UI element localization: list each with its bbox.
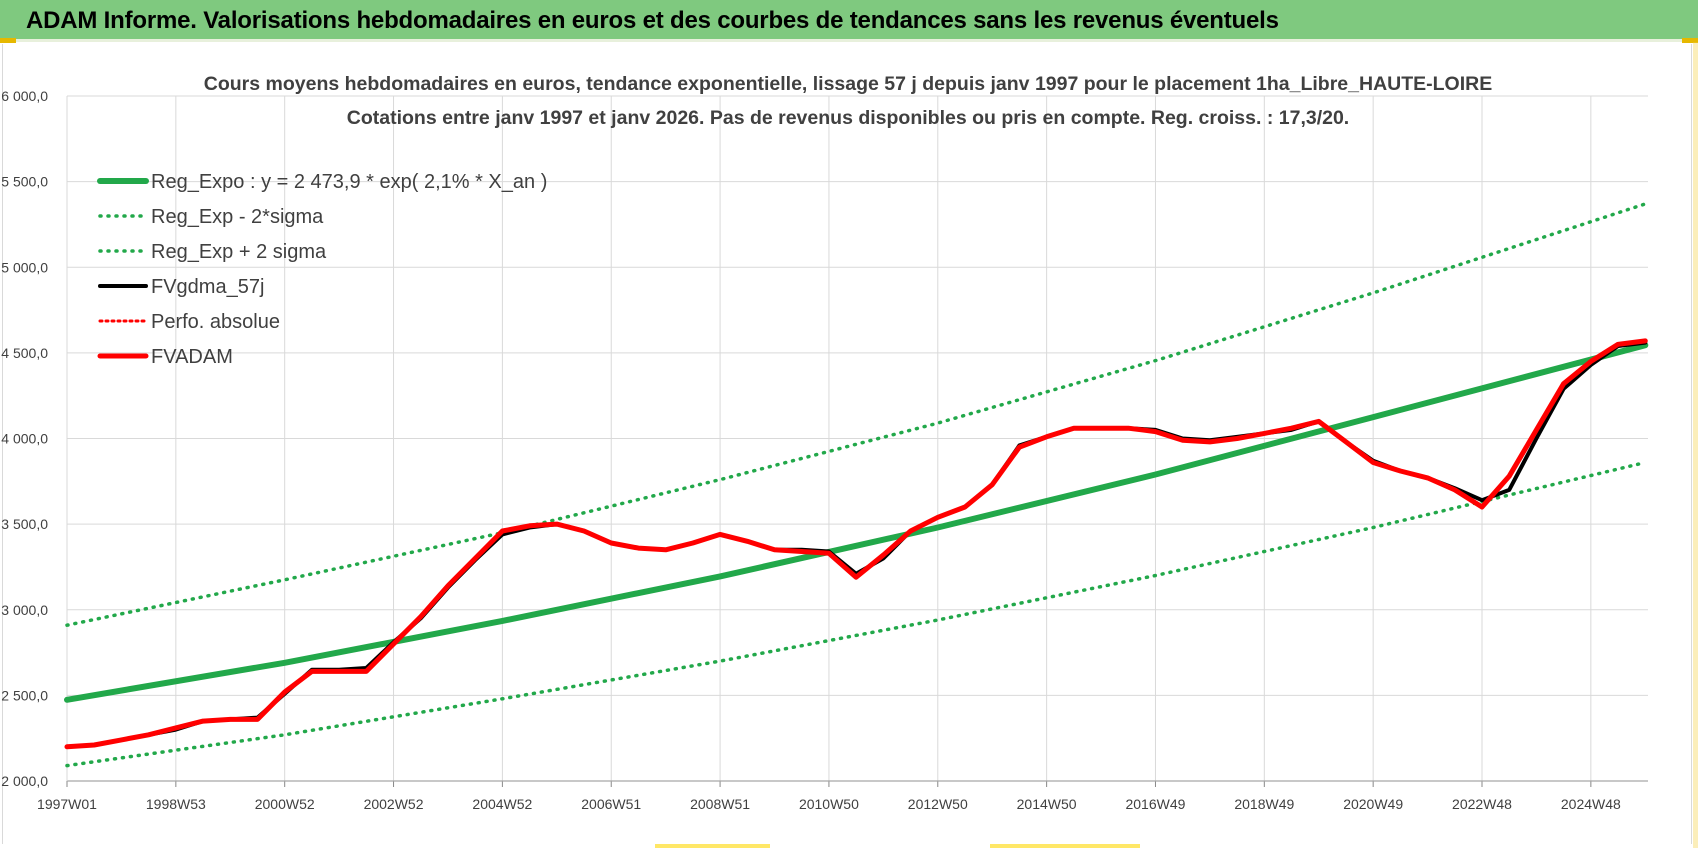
- legend-label: Perfo. absolue: [151, 311, 280, 333]
- x-tick-label: 2004W52: [472, 796, 532, 812]
- y-tick-label: 2 500,0: [1, 687, 48, 703]
- x-tick-label: 2008W51: [690, 796, 750, 812]
- x-tick-label: 1998W53: [146, 796, 206, 812]
- grid-layer: [66, 95, 1648, 782]
- bottom-highlight-right: [990, 844, 1140, 848]
- series-reg-exp-minus-2sigma-line: [65, 460, 1648, 768]
- x-tick-label: 2014W50: [1017, 796, 1077, 812]
- corner-mark-left: [0, 38, 16, 43]
- x-tick-label: 2000W52: [255, 796, 315, 812]
- y-tick-label: 3 000,0: [1, 602, 48, 618]
- y-tick-label: 2 000,0: [1, 773, 48, 789]
- legend-label: FVgdma_57j: [151, 276, 264, 298]
- x-tick-label: 2020W49: [1343, 796, 1403, 812]
- x-tick-label: 2006W51: [581, 796, 641, 812]
- y-tick-label: 4 500,0: [1, 345, 48, 361]
- x-tick-label: 2018W49: [1234, 796, 1294, 812]
- x-tick-label: 2010W50: [799, 796, 859, 812]
- chart-subtitle: Cotations entre janv 1997 et janv 2026. …: [347, 107, 1349, 129]
- corner-mark-right: [1682, 38, 1698, 43]
- series-layer: [64, 202, 1649, 768]
- series-reg-expo-line: [64, 342, 1649, 703]
- legend: Reg_Expo : y = 2 473,9 * exp( 2,1% * X_a…: [97, 171, 547, 368]
- sheet-edge-strip: [1693, 42, 1698, 848]
- x-tick-label: 2022W48: [1452, 796, 1512, 812]
- x-tick-label: 2002W52: [364, 796, 424, 812]
- legend-label: Reg_Exp - 2*sigma: [151, 206, 324, 228]
- y-tick-label: 6 000,0: [1, 88, 48, 104]
- x-tick-label: 2016W49: [1125, 796, 1185, 812]
- chart-area-frame: [2, 44, 1692, 844]
- chart-title: Cours moyens hebdomadaires en euros, ten…: [204, 73, 1493, 95]
- legend-label: Reg_Expo : y = 2 473,9 * exp( 2,1% * X_a…: [151, 171, 547, 193]
- legend-label: Reg_Exp + 2 sigma: [151, 241, 327, 263]
- x-tick-label: 1997W01: [37, 796, 97, 812]
- bottom-highlight-left: [655, 844, 770, 848]
- x-tick-label: 2012W50: [908, 796, 968, 812]
- y-tick-label: 5 500,0: [1, 174, 48, 190]
- y-tick-label: 5 000,0: [1, 259, 48, 275]
- series-fvadam-line: [64, 338, 1648, 750]
- series-reg-exp-plus-2sigma-line: [65, 202, 1648, 627]
- x-tick-label: 2024W48: [1561, 796, 1621, 812]
- y-tick-label: 3 500,0: [1, 516, 48, 532]
- axis-layer: 2 000,0 2 500,0 3 000,0 3 500,0 4 000,0 4 500…: [1, 88, 1648, 812]
- legend-label: FVADAM: [151, 346, 233, 368]
- y-tick-label: 4 000,0: [1, 431, 48, 447]
- report-title: ADAM Informe. Valorisations hebdomadaire…: [26, 7, 1279, 34]
- report-banner: ADAM Informe. Valorisations hebdomadaire…: [0, 0, 1698, 42]
